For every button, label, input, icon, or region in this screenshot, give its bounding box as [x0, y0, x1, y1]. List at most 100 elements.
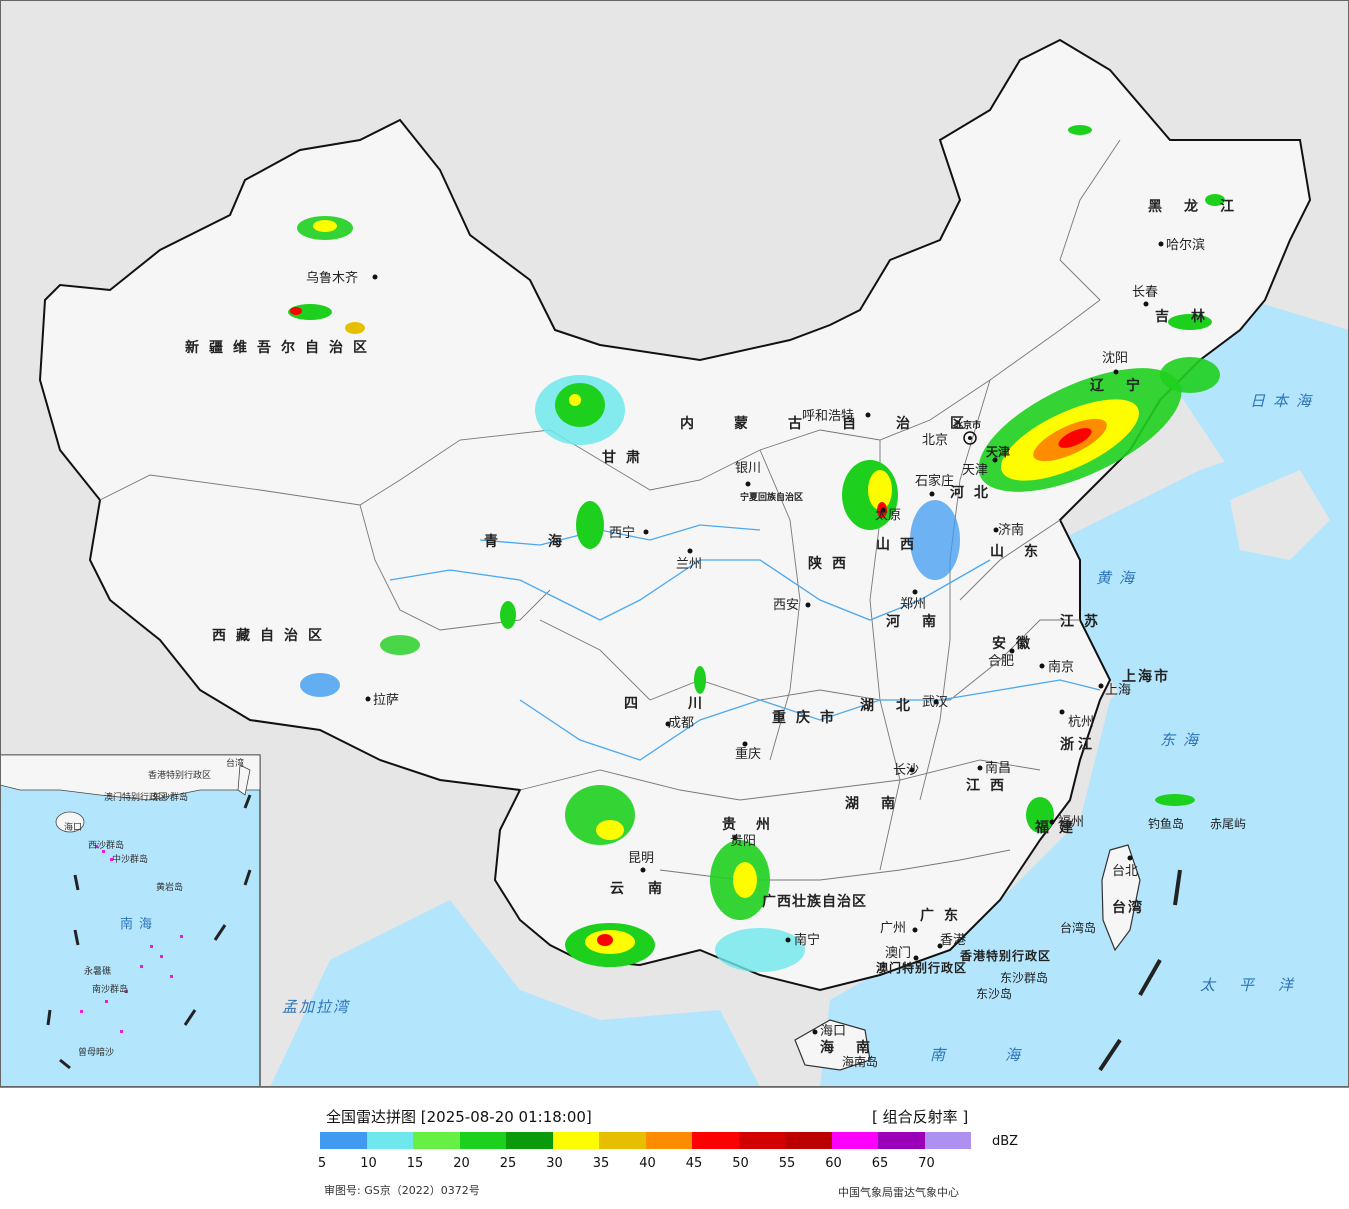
region-label: 山西 [876, 537, 924, 553]
region-label: 安徽 [992, 635, 1040, 652]
legend-title: 全国雷达拼图 [2025-08-20 01:18:00] [326, 1108, 592, 1126]
region-label: 天津 [986, 444, 1010, 459]
city-label: 香港 [940, 933, 966, 948]
region-label: 甘肃 [602, 449, 650, 466]
city-label: 南昌 [985, 760, 1011, 776]
city-label: 石家庄 [915, 473, 954, 489]
region-label: 山东 [990, 543, 1058, 560]
island-label: 赤尾屿 [1210, 817, 1246, 831]
region-label: 吉林 [1155, 308, 1227, 325]
island-label: 海南岛 [842, 1054, 878, 1069]
city-label: 福州 [1058, 815, 1084, 830]
scale-tick-label: 35 [592, 1156, 610, 1171]
inset-label: 台湾 [226, 757, 244, 769]
city-label: 成都 [668, 716, 694, 731]
legend-panel: 全国雷达拼图 [2025-08-20 01:18:00] [ 组合反射率 ] 5… [0, 1087, 1349, 1209]
color-scale [320, 1132, 971, 1149]
region-label: 重庆市 [772, 709, 844, 726]
product-name: [ 组合反射率 ] [872, 1108, 969, 1126]
inset-label: 曾母暗沙 [78, 1046, 114, 1058]
region-label: 辽宁 [1090, 377, 1162, 394]
inset-label: 海口 [64, 821, 82, 833]
scale-tick-label: 55 [778, 1156, 796, 1171]
scale-tick-label: 50 [732, 1156, 749, 1171]
city-label: 呼和浩特 [802, 409, 854, 424]
city-label: 银川 [735, 461, 761, 476]
scale-tick-label: 5 [317, 1156, 327, 1171]
city-label: 武汉 [922, 695, 948, 710]
inset-label: 西沙群岛 [88, 839, 124, 851]
city-label: 乌鲁木齐 [306, 270, 358, 286]
region-label: 北京市 [954, 419, 981, 431]
unit-label: dBZ [992, 1134, 1019, 1149]
region-label: 江西 [966, 777, 1014, 794]
city-label: 杭州 [1068, 715, 1094, 730]
scale-tick-label: 45 [685, 1156, 703, 1171]
color-swatch [366, 1132, 413, 1149]
color-swatch [738, 1132, 785, 1149]
region-label: 贵州 [722, 816, 790, 833]
city-label: 济南 [998, 522, 1024, 538]
city-label: 拉萨 [373, 693, 399, 708]
region-label: 四川 [624, 696, 752, 712]
color-swatch [413, 1132, 460, 1149]
south-china-sea-inset: 海口 东沙群岛 西沙群岛 中沙群岛 黄岩岛 南海 南沙群岛 永暑礁 曾母暗沙 香… [0, 754, 261, 1087]
city-label: 重庆 [735, 746, 761, 762]
region-label: 黑龙江 [1148, 198, 1256, 215]
city-label: 长春 [1132, 285, 1158, 300]
source-credit: 中国气象局雷达气象中心 [838, 1186, 959, 1199]
region-label: 宁夏回族自治区 [740, 491, 803, 503]
city-label: 北京 [922, 433, 948, 448]
city-label: 郑州 [900, 597, 926, 612]
city-label: 天津 [962, 463, 988, 478]
inset-label: 东沙群岛 [152, 791, 188, 803]
region-label: 福建 [1034, 819, 1083, 836]
region-label: 上海市 [1122, 668, 1170, 685]
scale-tick-label: 20 [453, 1156, 470, 1171]
region-label: 江苏 [1060, 613, 1108, 630]
region-label: 陕西 [808, 555, 856, 572]
city-label: 上海 [1105, 683, 1131, 698]
scale-tick-label: 25 [499, 1156, 517, 1171]
city-label: 哈尔滨 [1166, 237, 1205, 253]
color-swatch [785, 1132, 832, 1149]
color-swatch [692, 1132, 739, 1149]
region-label: 浙江 [1060, 736, 1096, 753]
region-label: 西藏自治区 [212, 627, 332, 644]
island-label: 东沙群岛 [1000, 970, 1048, 985]
city-label: 太原 [875, 508, 901, 523]
inset-label: 南沙群岛 [92, 983, 128, 995]
sea-label: 孟加拉湾 [282, 998, 351, 1016]
region-label: 青海 [484, 533, 612, 550]
region-label: 香港特别行政区 [959, 948, 1051, 963]
city-label: 昆明 [628, 851, 654, 866]
region-label: 河南 [886, 613, 958, 630]
city-label: 长沙 [893, 763, 919, 778]
region-label: 新疆维吾尔自治区 [185, 339, 377, 356]
color-swatch [459, 1132, 506, 1149]
island-label: 钓鱼岛 [1148, 816, 1184, 831]
city-label: 贵阳 [730, 834, 756, 849]
scale-tick-label: 70 [918, 1156, 935, 1171]
region-label: 澳门特别行政区 [876, 960, 967, 975]
color-swatch [645, 1132, 692, 1149]
color-swatch [924, 1132, 971, 1149]
inset-label: 中沙群岛 [112, 853, 148, 865]
sea-label: 太平洋 [1200, 976, 1317, 994]
city-label: 西安 [773, 598, 799, 613]
region-label: 广东 [920, 907, 968, 924]
scale-tick-label: 15 [406, 1156, 424, 1171]
radar-map: 乌鲁木齐 拉萨 西宁 兰州 银川 呼和浩特 北京 天津 石家庄 太原 济南 郑州… [0, 0, 1349, 1087]
city-label: 沈阳 [1102, 351, 1128, 366]
inset-label: 南海 [120, 916, 158, 932]
island-label: 东沙岛 [976, 986, 1012, 1001]
region-label: 河北 [950, 484, 998, 501]
color-swatch [552, 1132, 599, 1149]
color-swatch [831, 1132, 878, 1149]
radar-echoes [288, 125, 1225, 972]
scale-tick-label: 30 [546, 1156, 563, 1171]
region-label: 台湾 [1112, 899, 1144, 916]
sea-label: 南海 [930, 1046, 1080, 1064]
sea-label: 东海 [1160, 731, 1206, 749]
city-label: 海口 [820, 1024, 846, 1039]
